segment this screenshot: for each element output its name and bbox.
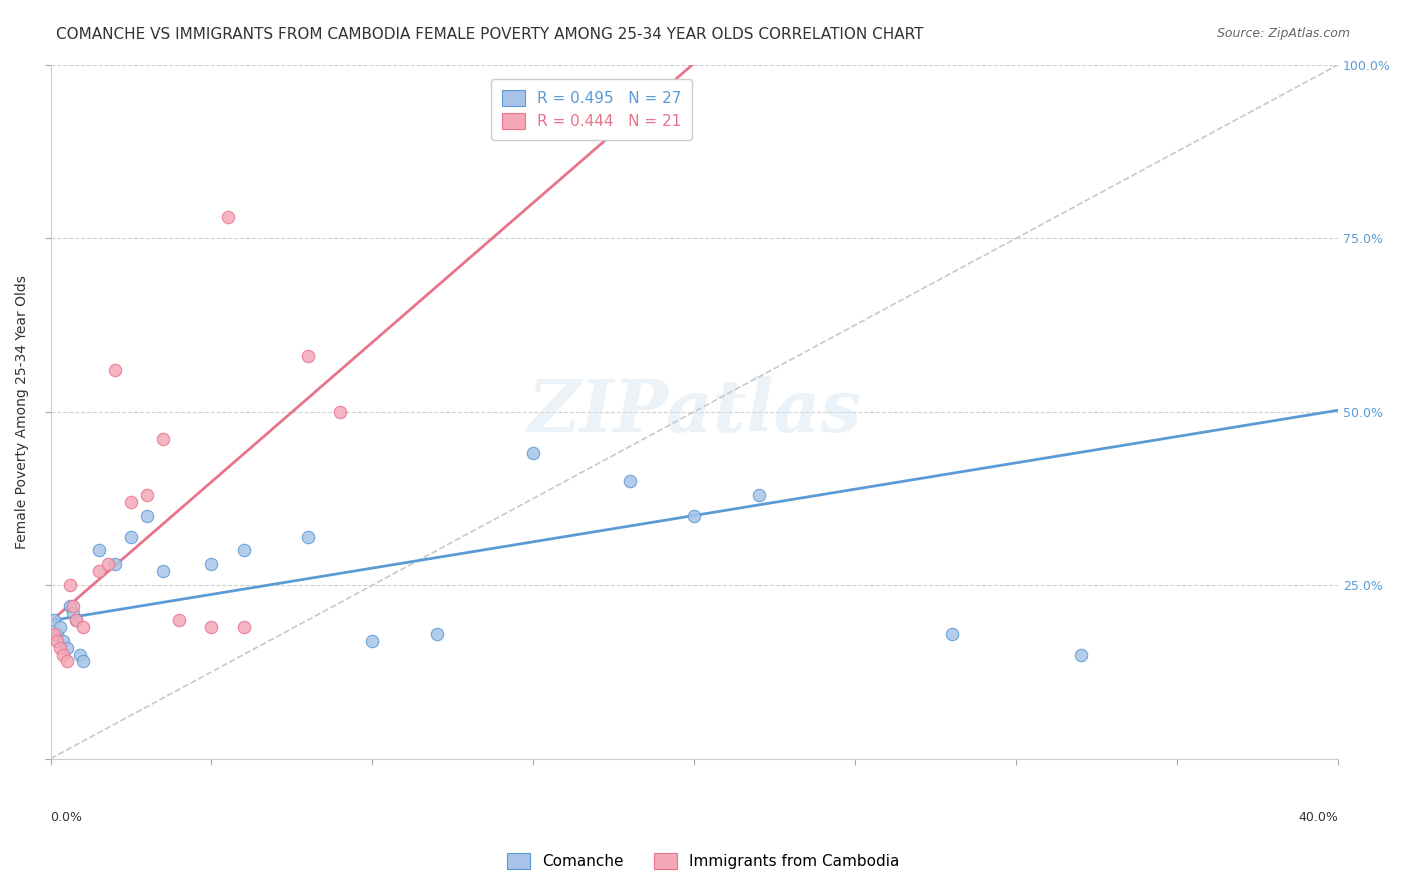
Point [200, 558, 222, 572]
Point [97, 558, 120, 572]
Point [522, 446, 544, 460]
Text: ZIPatlas: ZIPatlas [527, 376, 862, 447]
Point [46, 633, 69, 648]
Point [361, 633, 384, 648]
Y-axis label: Female Poverty Among 25-34 Year Olds: Female Poverty Among 25-34 Year Olds [15, 275, 30, 549]
Point [297, 349, 319, 363]
Point [42, 626, 65, 640]
Point [120, 530, 142, 544]
Point [136, 508, 159, 523]
Point [1070, 648, 1092, 662]
Point [232, 543, 254, 558]
Point [59, 578, 82, 592]
Point [217, 211, 239, 225]
Point [65, 613, 87, 627]
Point [152, 564, 174, 578]
Point [136, 488, 159, 502]
Point [683, 508, 706, 523]
Point [52, 648, 75, 662]
Point [65, 613, 87, 627]
Point [329, 404, 352, 418]
Text: COMANCHE VS IMMIGRANTS FROM CAMBODIA FEMALE POVERTY AMONG 25-34 YEAR OLDS CORREL: COMANCHE VS IMMIGRANTS FROM CAMBODIA FEM… [56, 27, 924, 42]
Point [104, 558, 127, 572]
Point [59, 599, 82, 613]
Point [69, 648, 91, 662]
Point [104, 363, 127, 377]
Point [87, 564, 110, 578]
Point [87, 543, 110, 558]
Point [42, 613, 65, 627]
Text: 0.0%: 0.0% [51, 811, 83, 824]
Point [200, 620, 222, 634]
Point [49, 620, 72, 634]
Point [49, 640, 72, 655]
Legend: R = 0.495   N = 27, R = 0.444   N = 21: R = 0.495 N = 27, R = 0.444 N = 21 [491, 79, 692, 140]
Point [426, 626, 449, 640]
Point [152, 433, 174, 447]
Point [619, 474, 641, 488]
Point [120, 495, 142, 509]
Point [46, 626, 69, 640]
Legend: Comanche, Immigrants from Cambodia: Comanche, Immigrants from Cambodia [501, 847, 905, 875]
Text: 40.0%: 40.0% [1298, 811, 1339, 824]
Point [941, 626, 963, 640]
Point [232, 620, 254, 634]
Point [748, 488, 770, 502]
Point [55, 640, 77, 655]
Point [72, 620, 94, 634]
Point [62, 599, 84, 613]
Point [297, 530, 319, 544]
Point [62, 606, 84, 620]
Text: Source: ZipAtlas.com: Source: ZipAtlas.com [1216, 27, 1350, 40]
Point [169, 613, 191, 627]
Point [72, 655, 94, 669]
Point [55, 655, 77, 669]
Point [52, 633, 75, 648]
